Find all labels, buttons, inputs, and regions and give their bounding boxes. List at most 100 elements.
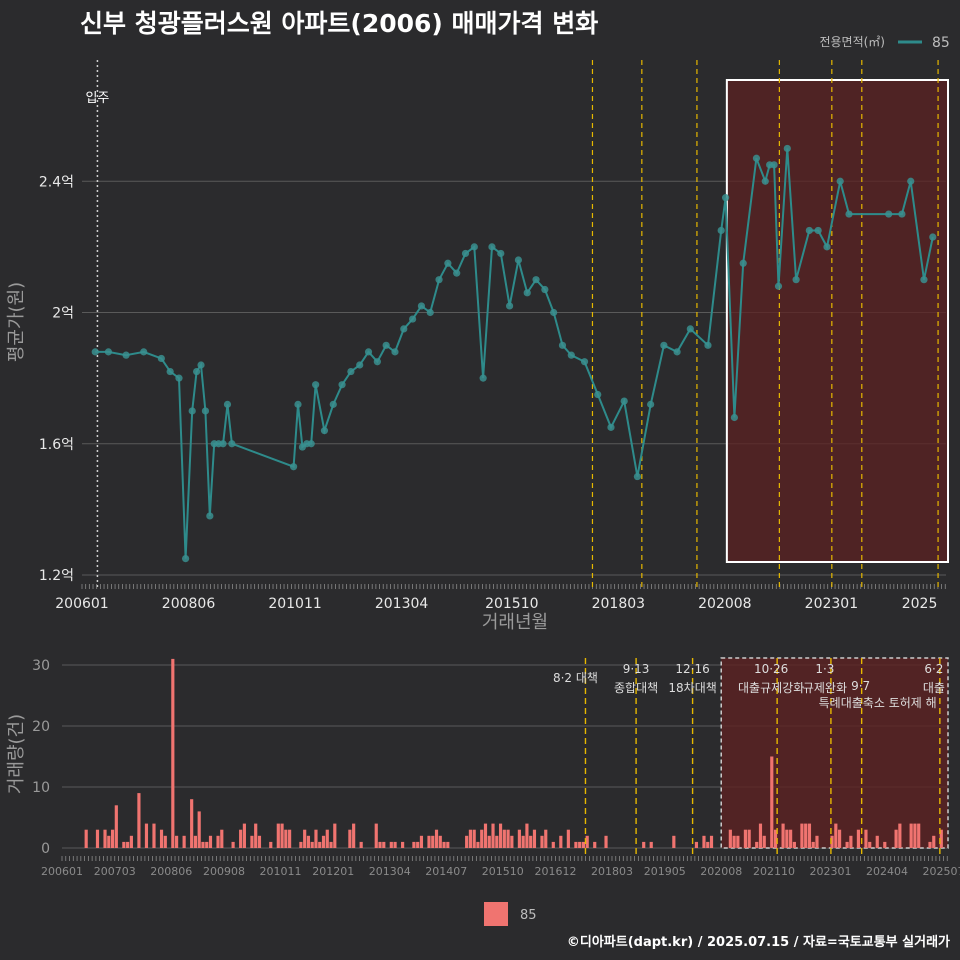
price-point xyxy=(660,341,668,349)
volume-bar xyxy=(578,841,582,848)
volume-bar xyxy=(299,841,303,848)
price-y-tick-label: 1.2억 xyxy=(39,568,74,584)
policy-date: 10·26 xyxy=(754,662,788,676)
volume-bar xyxy=(672,835,676,848)
volume-bar xyxy=(476,841,480,848)
volume-bar xyxy=(276,823,280,848)
volume-y-tick-label: 30 xyxy=(32,658,50,674)
volume-bar xyxy=(875,835,879,848)
price-point xyxy=(920,276,928,284)
volume-bar xyxy=(306,835,311,848)
price-point xyxy=(206,512,214,520)
price-point xyxy=(188,407,196,415)
volume-bar xyxy=(269,841,273,848)
price-x-tick-label: 200601 xyxy=(55,596,108,612)
volume-bar xyxy=(574,841,578,848)
price-point xyxy=(633,472,642,481)
price-point xyxy=(391,348,399,356)
policy-date: 12·16 xyxy=(675,662,709,676)
price-point xyxy=(373,358,381,366)
price-point xyxy=(792,276,800,284)
volume-x-tick-label: 200703 xyxy=(94,865,136,878)
volume-bar xyxy=(205,841,209,848)
price-point xyxy=(289,463,298,471)
volume-bar xyxy=(773,829,778,848)
price-point xyxy=(444,259,452,267)
price-point xyxy=(929,233,937,241)
volume-bar xyxy=(642,841,646,848)
volume-bar xyxy=(416,841,420,848)
volume-bar xyxy=(352,823,356,848)
price-point xyxy=(470,243,478,251)
price-point xyxy=(382,341,390,349)
price-y-axis-label: 평균가(원) xyxy=(6,282,27,362)
volume-bar xyxy=(743,829,747,848)
price-y-tick-label: 2억 xyxy=(52,306,74,322)
price-point xyxy=(417,302,426,310)
price-x-axis-label: 거래년월 xyxy=(482,612,548,633)
volume-bar xyxy=(883,841,887,848)
price-point xyxy=(122,351,130,359)
volume-bar xyxy=(868,841,872,848)
volume-bar xyxy=(84,829,88,848)
volume-bar xyxy=(446,841,450,848)
volume-bar xyxy=(329,841,333,848)
volume-bar xyxy=(171,658,175,848)
volume-bar xyxy=(559,835,563,848)
policy-date: 9·13 xyxy=(623,662,650,676)
price-point xyxy=(647,400,655,408)
price-point xyxy=(505,302,514,310)
price-point xyxy=(514,256,523,264)
price-point xyxy=(885,210,893,218)
price-point xyxy=(219,440,227,448)
price-point xyxy=(567,351,575,359)
policy-label: 종합대책 xyxy=(614,680,658,695)
volume-bar xyxy=(288,829,292,848)
price-point xyxy=(620,397,628,405)
volume-y-axis-label: 거래량(건) xyxy=(6,714,27,794)
volume-bar xyxy=(864,829,868,848)
price-point xyxy=(193,367,201,376)
volume-bar xyxy=(736,835,740,848)
volume-bar xyxy=(898,823,902,848)
volume-bar xyxy=(521,835,525,848)
volume-bar xyxy=(728,829,732,848)
price-point xyxy=(307,440,315,448)
price-point xyxy=(157,354,165,363)
volume-bar xyxy=(333,823,337,848)
volume-x-tick-label: 202301 xyxy=(809,865,851,878)
volume-x-tick-label: 202110 xyxy=(753,865,795,878)
volume-bar xyxy=(348,829,352,848)
volume-bar xyxy=(175,835,179,848)
price-point xyxy=(774,282,783,290)
price-point xyxy=(329,400,337,408)
policy-label: 규제완화 xyxy=(803,681,847,695)
volume-bar xyxy=(468,829,473,848)
price-point xyxy=(488,243,496,251)
volume-x-tick-label: 201803 xyxy=(591,865,633,878)
volume-bar xyxy=(144,823,149,848)
volume-bar xyxy=(129,835,133,848)
volume-bar xyxy=(649,841,653,848)
price-point xyxy=(294,400,302,408)
volume-legend-item: 85 xyxy=(520,908,537,923)
price-point xyxy=(607,423,615,431)
price-point xyxy=(717,226,725,235)
volume-bar xyxy=(280,823,284,848)
price-x-tick-label: 200806 xyxy=(162,596,216,612)
volume-bar xyxy=(838,829,842,848)
volume-bar xyxy=(491,823,495,848)
policy-label: 대출규제강화 xyxy=(738,681,804,695)
price-point xyxy=(104,348,113,356)
volume-bar xyxy=(231,841,235,848)
price-x-tick-label: 201011 xyxy=(268,596,321,612)
price-point xyxy=(181,554,190,563)
volume-bar xyxy=(785,829,789,848)
volume-bar xyxy=(807,823,812,848)
price-point xyxy=(409,315,417,323)
volume-bar xyxy=(303,829,307,848)
volume-bar xyxy=(581,841,586,848)
price-point xyxy=(320,427,329,435)
price-point xyxy=(166,367,174,376)
